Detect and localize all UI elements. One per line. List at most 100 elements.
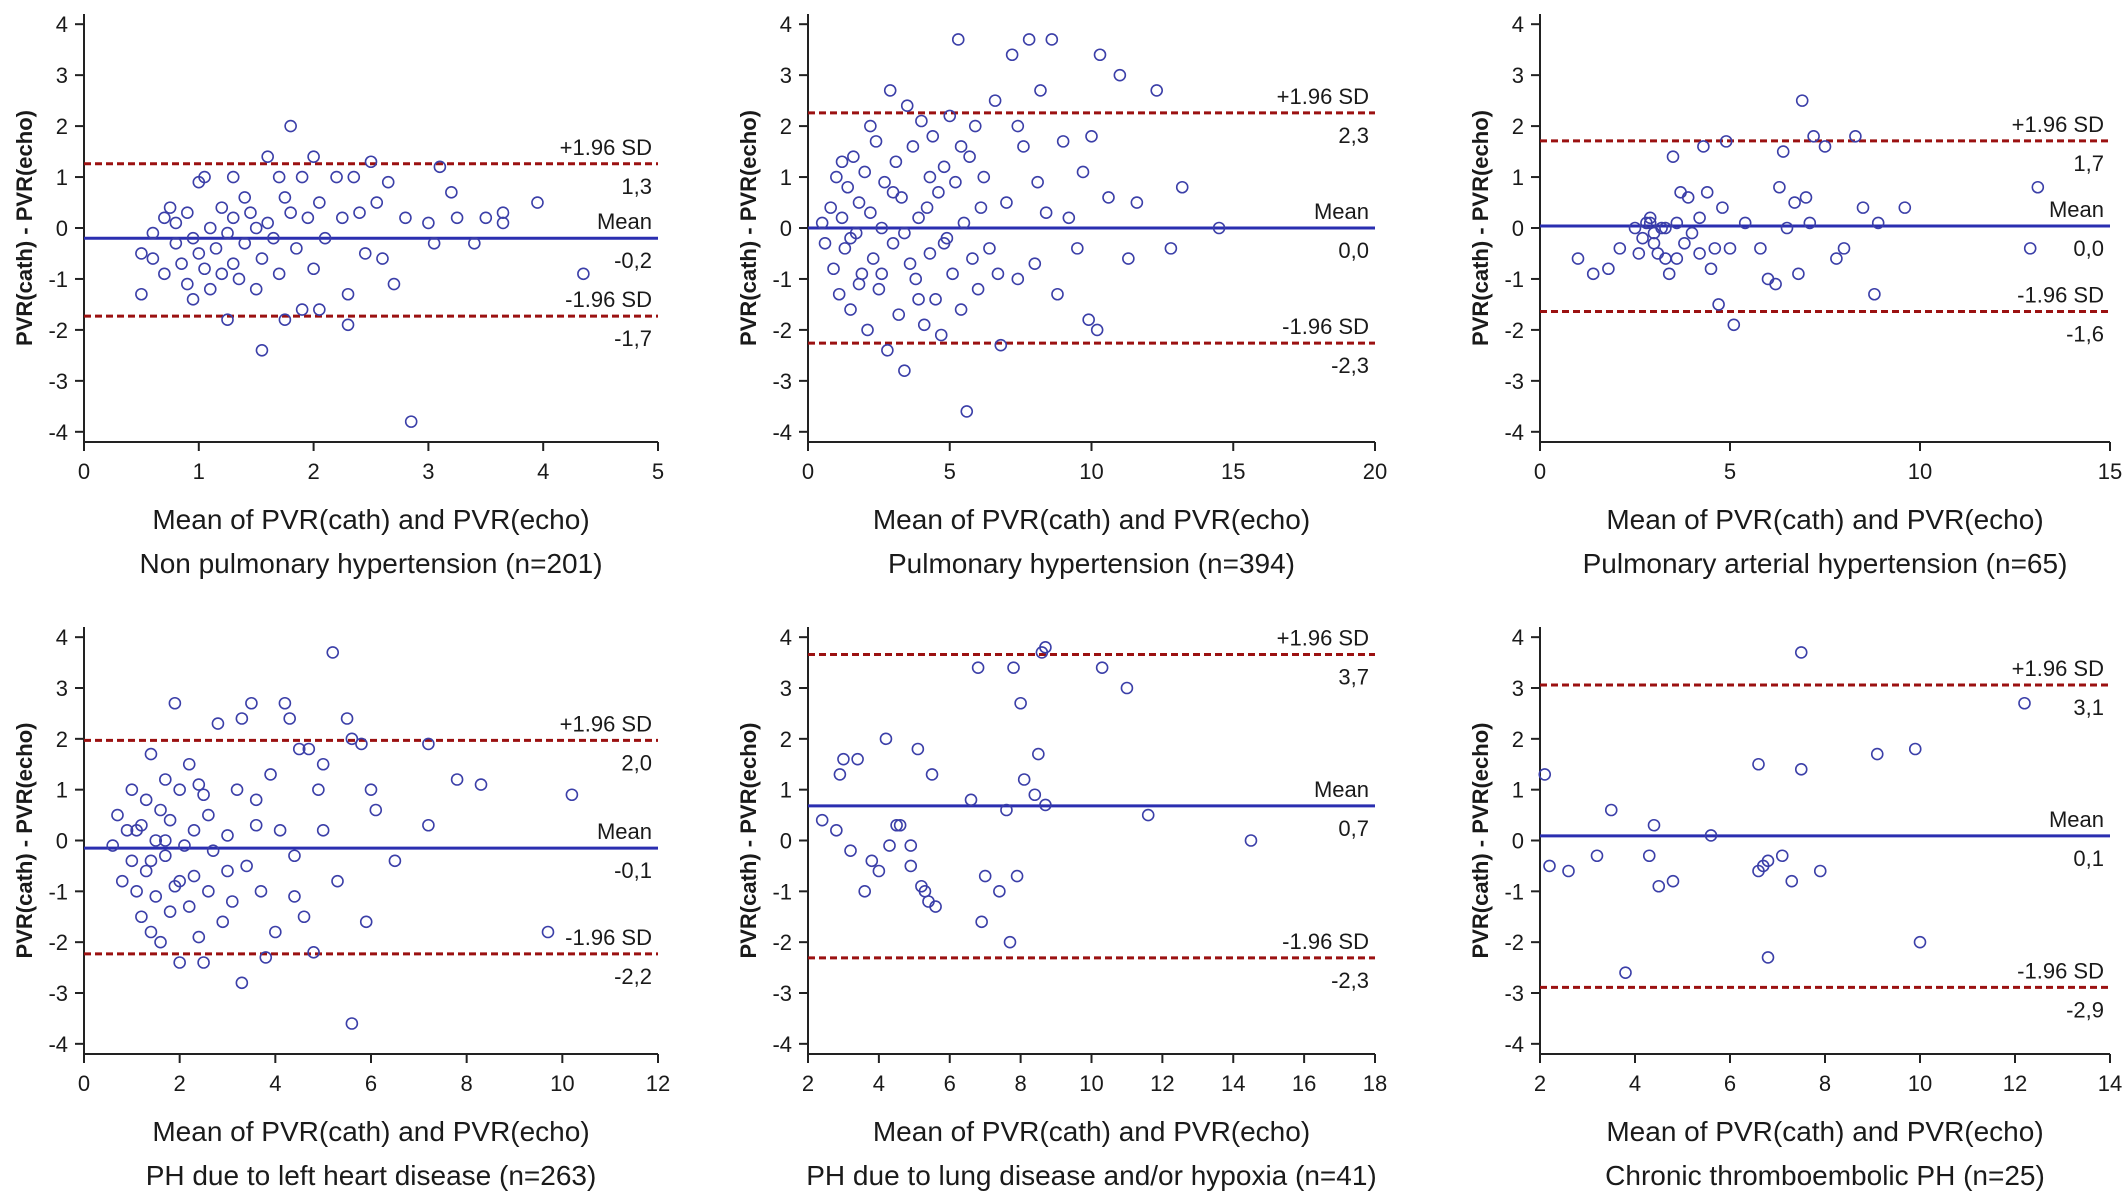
y-tick-label: 3	[780, 63, 792, 88]
data-point	[267, 231, 280, 245]
data-point	[144, 925, 158, 939]
data-point	[934, 328, 948, 342]
y-tick-label: 1	[1512, 165, 1524, 190]
data-point	[221, 864, 234, 878]
x-tick-label: 5	[1724, 459, 1736, 484]
data-point	[187, 869, 201, 883]
data-point	[915, 114, 928, 128]
data-point	[307, 946, 320, 959]
data-point	[1723, 242, 1737, 255]
y-tick-label: 3	[1512, 63, 1524, 88]
data-point	[835, 211, 849, 225]
y-tick-label: 0	[1512, 829, 1524, 854]
data-point	[875, 267, 889, 281]
data-point	[230, 783, 244, 796]
data-point	[2018, 696, 2031, 710]
y-tick-label: 4	[56, 12, 68, 37]
data-point	[892, 308, 906, 321]
y-axis-title: PVR(cath) - PVR(echo)	[12, 723, 37, 959]
data-point	[951, 33, 965, 46]
data-point	[937, 160, 951, 174]
data-point	[1642, 849, 1656, 863]
data-point	[186, 293, 200, 306]
data-point	[144, 747, 158, 761]
y-axis-title: PVR(cath) - PVR(echo)	[1468, 723, 1493, 959]
data-point	[130, 824, 143, 837]
data-point	[1045, 33, 1059, 46]
data-point	[316, 824, 330, 837]
data-point	[872, 864, 886, 878]
data-point	[169, 216, 183, 230]
data-point	[154, 803, 167, 817]
data-point	[376, 252, 389, 265]
data-point	[1788, 196, 1801, 209]
upper-limit-label: +1.96 SD	[560, 711, 652, 736]
y-tick-label: 0	[1512, 216, 1524, 241]
data-point	[833, 768, 847, 781]
y-tick-label: -4	[48, 420, 68, 445]
data-point	[283, 712, 296, 725]
mean-value: 0,0	[2073, 236, 2104, 261]
data-point	[125, 783, 139, 796]
data-point	[1803, 216, 1817, 230]
data-point	[577, 267, 590, 281]
data-point	[249, 793, 263, 807]
data-point	[1071, 242, 1084, 255]
data-point	[943, 109, 957, 123]
data-point	[889, 155, 903, 169]
data-point	[479, 211, 493, 225]
data-point	[120, 824, 134, 837]
data-point	[341, 287, 355, 301]
data-point	[235, 712, 249, 725]
y-tick-label: -2	[1504, 930, 1524, 955]
data-point	[2031, 180, 2045, 194]
data-point	[139, 793, 153, 807]
mean-value: 0,7	[1338, 816, 1369, 841]
data-point	[978, 869, 992, 883]
data-point	[1005, 48, 1019, 62]
y-axis-title: PVR(cath) - PVR(echo)	[1468, 110, 1493, 346]
x-tick-label: 4	[873, 1071, 885, 1096]
x-tick-label: 5	[652, 459, 664, 484]
mean-value: -0,2	[614, 248, 652, 273]
mean-label: Mean	[597, 209, 652, 234]
data-point	[818, 236, 832, 250]
data-point	[261, 216, 274, 230]
data-point	[531, 196, 544, 209]
data-point	[192, 778, 206, 791]
data-point	[864, 119, 877, 133]
data-point	[900, 99, 914, 113]
y-tick-label: 2	[1512, 727, 1524, 752]
x-axis-title: Mean of PVR(cath) and PVR(echo)	[873, 504, 1310, 535]
data-point	[181, 206, 194, 220]
data-point	[264, 768, 277, 781]
data-point	[1837, 242, 1851, 255]
data-point	[135, 287, 148, 301]
data-point	[925, 768, 939, 781]
x-tick-label: 1	[193, 459, 205, 484]
data-point	[221, 829, 234, 842]
data-point	[221, 226, 234, 240]
data-point	[192, 247, 206, 260]
data-point	[312, 783, 325, 796]
data-point	[1773, 180, 1786, 194]
mean-label: Mean	[2049, 197, 2104, 222]
data-point	[1085, 129, 1098, 143]
data-point	[1000, 803, 1013, 817]
panel-subtitle: PH due to lung disease and/or hypoxia (n…	[806, 1160, 1377, 1191]
data-point	[1795, 94, 1809, 107]
lower-limit-label: -1.96 SD	[1282, 314, 1369, 339]
data-point	[1017, 140, 1030, 153]
data-point	[1090, 323, 1104, 337]
data-point	[111, 808, 124, 822]
data-point	[541, 925, 555, 939]
data-point	[169, 236, 183, 250]
data-point	[450, 211, 464, 225]
data-point	[295, 170, 309, 184]
x-tick-label: 6	[1724, 1071, 1736, 1096]
data-point	[883, 839, 896, 852]
data-point	[872, 282, 886, 296]
upper-limit-value: 1,7	[2073, 151, 2104, 176]
y-tick-label: 0	[56, 216, 68, 241]
data-point	[331, 874, 344, 888]
